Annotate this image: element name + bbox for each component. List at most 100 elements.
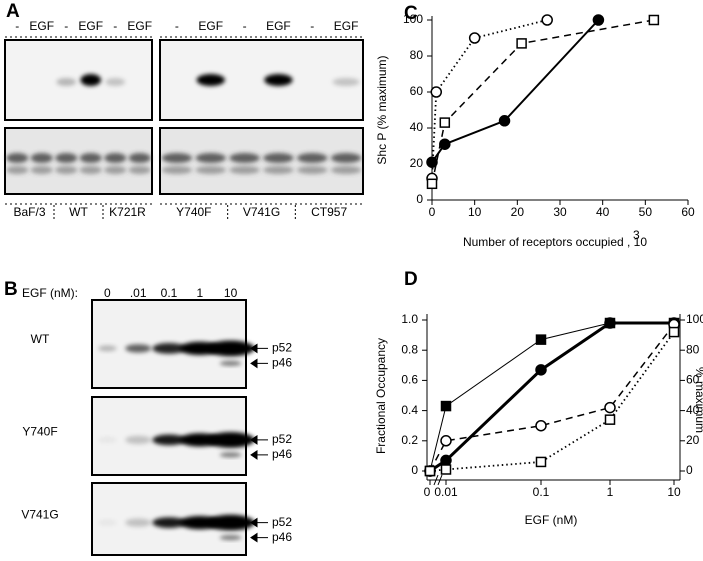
y2-tick-label: 0 — [686, 463, 693, 477]
band — [330, 153, 362, 163]
lane-label: - — [310, 19, 314, 33]
band — [330, 166, 362, 174]
x-axis-label: EGF (nM) — [525, 513, 578, 527]
x-axis-label-exponent: 3 — [633, 228, 640, 242]
band — [219, 360, 242, 366]
band — [196, 74, 225, 86]
marker — [668, 326, 680, 338]
x-tick-label: 50 — [639, 205, 653, 219]
band — [98, 436, 117, 443]
series-line — [431, 19, 600, 163]
band — [152, 343, 186, 354]
dose: 0.1 — [161, 286, 178, 300]
y-tick-label: 0.8 — [401, 342, 418, 356]
marker — [541, 14, 553, 26]
band — [56, 78, 77, 86]
cell-line-label: V741G — [243, 205, 280, 219]
x-tick-label: 1 — [607, 485, 614, 499]
band-label: p52 — [272, 515, 292, 529]
band — [80, 74, 102, 86]
band — [79, 153, 102, 163]
y-tick-label: 100 — [403, 12, 423, 26]
band — [297, 153, 328, 163]
marker — [424, 465, 436, 477]
row-label: WT — [31, 332, 50, 346]
marker — [430, 86, 443, 98]
x-tick-label: 0 — [424, 485, 431, 499]
lane-label: - — [175, 19, 179, 33]
band-label: p46 — [272, 356, 292, 370]
y-axis-label: Fractional Occupancy — [374, 338, 388, 454]
marker — [440, 464, 452, 475]
dose: 0 — [104, 286, 111, 300]
band — [206, 514, 255, 531]
series-line — [431, 19, 548, 179]
band — [206, 340, 255, 357]
marker — [498, 115, 511, 127]
x-tick-label: 10 — [468, 205, 482, 219]
band — [161, 166, 193, 174]
arrow — [250, 517, 268, 528]
band — [128, 153, 151, 163]
marker — [604, 414, 616, 425]
band-label: p52 — [272, 432, 292, 446]
lane-label: - — [113, 19, 117, 33]
arrow — [250, 358, 268, 369]
row-label: Y740F — [22, 424, 57, 438]
panel-label: D — [404, 269, 418, 290]
marker — [440, 400, 452, 412]
x-tick-label: 60 — [681, 205, 695, 219]
band — [206, 432, 255, 448]
band — [297, 166, 328, 174]
y-tick-label: 40 — [410, 120, 424, 134]
dose: 1 — [196, 286, 203, 300]
series-line — [429, 322, 674, 472]
band — [128, 166, 151, 174]
x-tick-label: 0.01 — [434, 485, 458, 499]
blot — [159, 39, 364, 121]
band — [98, 345, 117, 352]
marker — [648, 14, 660, 26]
band — [55, 153, 78, 163]
band — [104, 166, 127, 174]
dose: 10 — [224, 286, 238, 300]
marker — [440, 435, 452, 447]
band — [152, 434, 186, 446]
cell-line-label: CT957 — [311, 205, 347, 219]
band — [332, 78, 360, 86]
y-tick-label: 0.4 — [401, 403, 418, 417]
lane-label: EGF — [266, 19, 291, 33]
series-line — [429, 321, 674, 473]
dose: .01 — [130, 286, 147, 300]
x-axis-label: Number of receptors occupied , 10 — [463, 235, 647, 249]
band — [229, 166, 260, 174]
band — [152, 517, 186, 528]
band — [125, 518, 152, 527]
band — [79, 166, 102, 174]
marker — [439, 117, 451, 128]
blot — [159, 127, 364, 195]
x-tick-label: 10 — [667, 485, 681, 499]
y-tick-label: 0 — [416, 192, 423, 206]
cell-line-label: BaF/3 — [13, 205, 45, 219]
marker — [592, 14, 605, 26]
marker — [535, 456, 547, 468]
blot — [4, 127, 153, 195]
panel-label: C — [404, 3, 418, 24]
marker — [516, 38, 527, 49]
band — [98, 519, 117, 526]
band — [125, 344, 152, 353]
band — [263, 153, 294, 163]
y-tick-label: 0.2 — [401, 433, 418, 447]
marker — [535, 334, 547, 345]
band — [219, 535, 242, 541]
y-tick-label: 20 — [410, 156, 424, 170]
band — [104, 153, 127, 163]
band — [30, 166, 53, 174]
y-tick-label: 1.0 — [401, 312, 418, 326]
band — [125, 435, 152, 445]
cell-line-label: Y740F — [176, 205, 211, 219]
marker — [439, 138, 451, 150]
band-label: p52 — [272, 341, 292, 355]
